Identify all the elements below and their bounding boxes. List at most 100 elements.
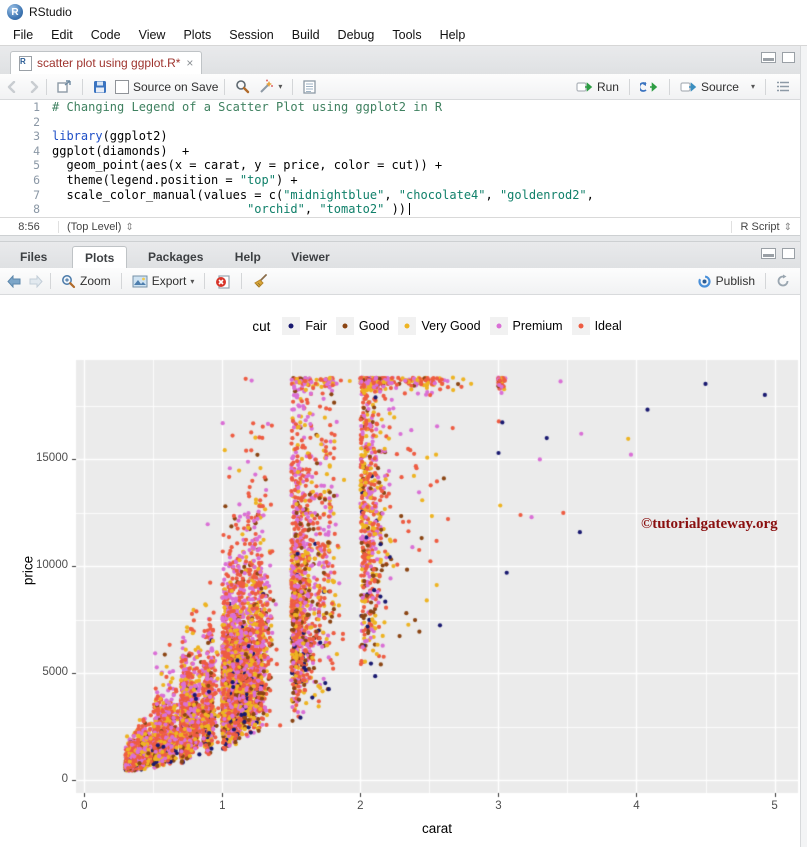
next-plot-icon[interactable] <box>28 275 44 288</box>
open-in-new-window-icon[interactable] <box>53 78 76 95</box>
menu-item-tools[interactable]: Tools <box>383 26 430 44</box>
chevron-down-icon: ▾ <box>751 82 755 91</box>
legend-label: Good <box>359 319 390 333</box>
text-cursor <box>409 203 410 215</box>
tab-packages[interactable]: Packages <box>136 246 215 267</box>
line-number: 5 <box>0 158 52 173</box>
line-number: 7 <box>0 188 52 203</box>
find-replace-icon[interactable] <box>231 77 254 96</box>
tab-plots[interactable]: Plots <box>72 246 127 268</box>
x-tick-label: 0 <box>69 800 99 812</box>
menu-item-session[interactable]: Session <box>220 26 282 44</box>
editor-tab[interactable]: scatter plot using ggplot.R* × <box>10 51 202 74</box>
refresh-icon[interactable] <box>772 272 794 290</box>
y-tick-label: 10000 <box>22 559 68 571</box>
previous-plot-icon[interactable] <box>6 275 22 288</box>
x-axis-title: carat <box>422 821 452 836</box>
forward-icon[interactable] <box>26 81 40 93</box>
y-tick-label: 0 <box>22 773 68 785</box>
cursor-position: 8:56 <box>0 221 58 233</box>
legend-label: Ideal <box>595 319 622 333</box>
plots-toolbar: Zoom Export ▾ Publish <box>0 268 800 295</box>
x-tick-label: 5 <box>760 800 790 812</box>
code-line[interactable]: 2 <box>0 115 800 130</box>
back-icon[interactable] <box>6 81 20 93</box>
menu-item-view[interactable]: View <box>130 26 175 44</box>
file-type-selector[interactable]: R Script ⇕ <box>731 221 800 233</box>
rerun-icon[interactable] <box>636 79 663 95</box>
updown-icon: ⇕ <box>125 222 133 233</box>
legend-key-swatch <box>336 317 354 335</box>
zoom-label: Zoom <box>80 274 111 288</box>
plot-viewer: cut FairGoodVery GoodPremiumIdeal price … <box>0 295 800 847</box>
code-tools-wand-icon[interactable]: ▾ <box>254 77 286 96</box>
tab-viewer[interactable]: Viewer <box>279 246 341 267</box>
source-label: Source <box>701 80 739 94</box>
scrollbar[interactable] <box>800 46 807 847</box>
clear-all-plots-broom-icon[interactable] <box>248 272 272 291</box>
code-text: theme(legend.position = "top") + <box>52 173 298 188</box>
x-tick-label: 3 <box>483 800 513 812</box>
save-icon[interactable] <box>89 78 111 96</box>
source-on-save-label: Source on Save <box>133 80 218 94</box>
minimize-pane-icon[interactable] <box>761 248 776 259</box>
source-icon <box>680 81 697 93</box>
menu-item-debug[interactable]: Debug <box>329 26 384 44</box>
source-button[interactable]: Source <box>676 78 743 96</box>
scope-selector[interactable]: (Top Level) ⇕ <box>58 221 142 233</box>
title-bar: R RStudio <box>0 0 807 24</box>
code-line[interactable]: 8 "orchid", "tomato2" )) <box>0 202 800 217</box>
code-line[interactable]: 3library(ggplot2) <box>0 129 800 144</box>
editor-status-bar: 8:56 (Top Level) ⇕ R Script ⇕ <box>0 217 800 236</box>
export-plot-button[interactable]: Export ▾ <box>128 272 199 290</box>
compile-report-icon[interactable] <box>299 78 320 96</box>
menu-item-edit[interactable]: Edit <box>42 26 82 44</box>
menu-item-plots[interactable]: Plots <box>174 26 220 44</box>
remove-plot-icon[interactable] <box>211 272 235 291</box>
pane-splitter[interactable] <box>0 235 807 242</box>
legend-entry-premium: Premium <box>490 317 563 335</box>
editor-tab-strip: scatter plot using ggplot.R* × <box>0 46 807 75</box>
close-tab-icon[interactable]: × <box>186 56 193 70</box>
publish-button[interactable]: Publish <box>693 272 759 291</box>
export-image-icon <box>132 275 148 288</box>
tab-files[interactable]: Files <box>8 246 59 267</box>
code-line[interactable]: 1# Changing Legend of a Scatter Plot usi… <box>0 100 800 115</box>
code-text: "orchid", "tomato2" )) <box>52 202 410 217</box>
legend-title: cut <box>252 319 270 334</box>
menu-item-build[interactable]: Build <box>283 26 329 44</box>
y-tick-label: 5000 <box>22 666 68 678</box>
code-editor[interactable]: 1# Changing Legend of a Scatter Plot usi… <box>0 100 800 217</box>
run-button[interactable]: Run <box>572 78 623 96</box>
plot-legend: cut FairGoodVery GoodPremiumIdeal <box>76 313 798 339</box>
legend-key-swatch <box>398 317 416 335</box>
menu-item-code[interactable]: Code <box>82 26 130 44</box>
tab-help[interactable]: Help <box>223 246 273 267</box>
code-line[interactable]: 5 geom_point(aes(x = carat, y = price, c… <box>0 158 800 173</box>
export-label: Export <box>152 274 187 288</box>
document-outline-icon[interactable] <box>772 79 794 94</box>
code-line[interactable]: 4ggplot(diamonds) + <box>0 144 800 159</box>
code-text: # Changing Legend of a Scatter Plot usin… <box>52 100 442 115</box>
menu-item-help[interactable]: Help <box>431 26 475 44</box>
maximize-pane-icon[interactable] <box>782 248 795 259</box>
rstudio-logo-icon: R <box>7 4 23 20</box>
source-dropdown[interactable]: ▾ <box>743 80 759 93</box>
y-tick-label: 15000 <box>22 452 68 464</box>
zoom-plot-button[interactable]: Zoom <box>57 272 115 291</box>
maximize-pane-icon[interactable] <box>782 52 795 63</box>
legend-label: Premium <box>513 319 563 333</box>
menu-item-file[interactable]: File <box>4 26 42 44</box>
line-number: 2 <box>0 115 52 130</box>
code-line[interactable]: 6 theme(legend.position = "top") + <box>0 173 800 188</box>
publish-label: Publish <box>716 274 755 288</box>
code-line[interactable]: 7 scale_color_manual(values = c("midnigh… <box>0 188 800 203</box>
legend-entry-fair: Fair <box>282 317 327 335</box>
source-on-save-checkbox[interactable] <box>115 80 129 94</box>
code-text: geom_point(aes(x = carat, y = price, col… <box>52 158 442 173</box>
window-title: RStudio <box>29 5 72 19</box>
minimize-pane-icon[interactable] <box>761 52 776 63</box>
r-file-icon <box>19 56 32 71</box>
code-text: ggplot(diamonds) + <box>52 144 189 159</box>
scatter-plot-canvas <box>0 295 807 847</box>
